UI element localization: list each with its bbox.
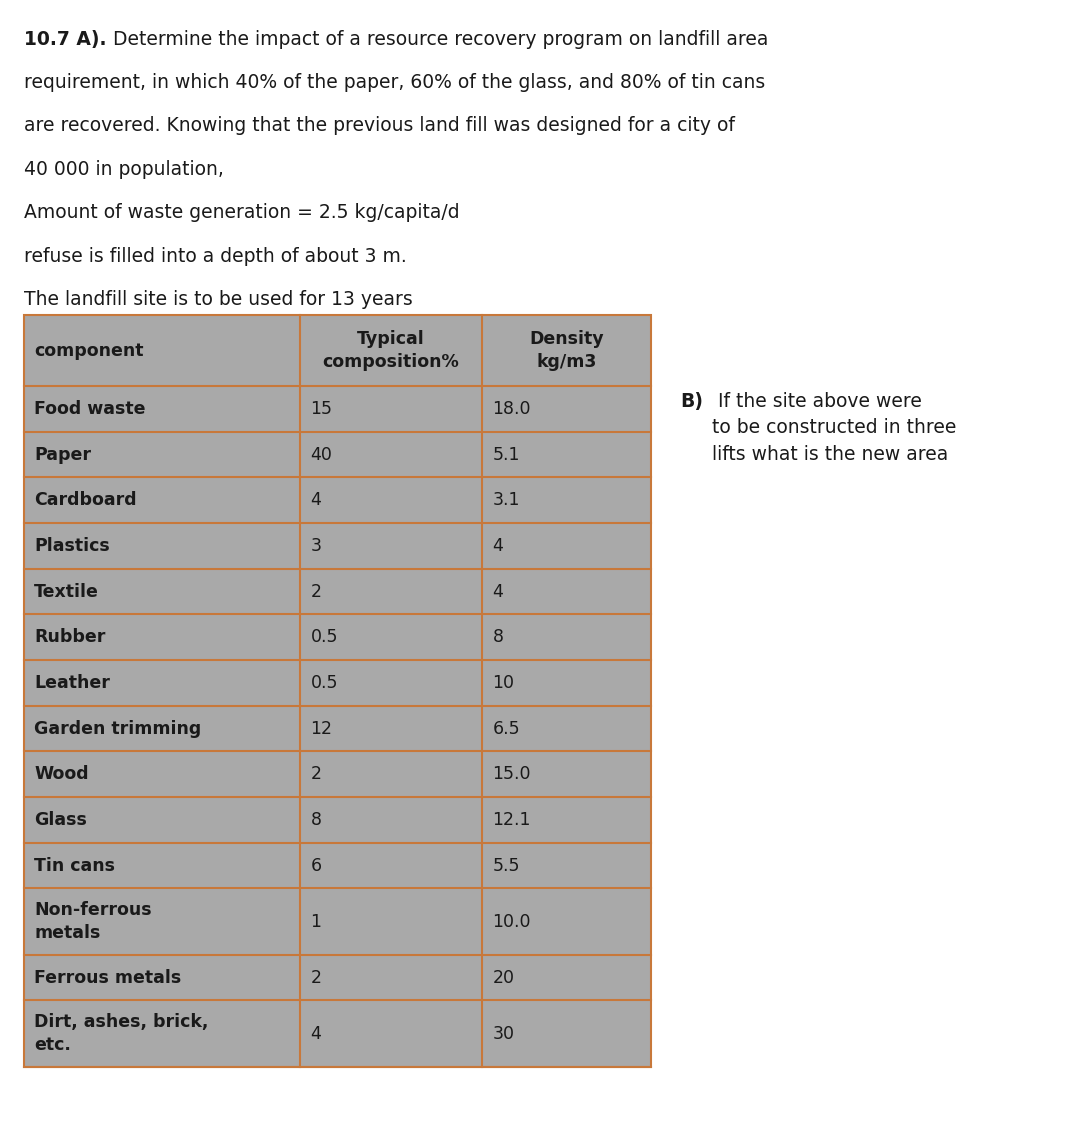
Text: Non-ferrous
metals: Non-ferrous metals [34, 901, 152, 942]
Text: 0.5: 0.5 [311, 628, 338, 646]
Text: 12: 12 [311, 719, 332, 738]
Text: Typical
composition%: Typical composition% [322, 330, 459, 371]
Text: 4: 4 [493, 582, 503, 601]
Text: Amount of waste generation = 2.5 kg/capita/d: Amount of waste generation = 2.5 kg/capi… [24, 203, 459, 223]
Text: Plastics: Plastics [34, 537, 110, 555]
Text: refuse is filled into a depth of about 3 m.: refuse is filled into a depth of about 3… [24, 247, 406, 266]
Text: Rubber: Rubber [34, 628, 106, 646]
Text: 4: 4 [311, 1024, 321, 1043]
Text: 4: 4 [311, 491, 321, 509]
Text: 10.7 A).: 10.7 A). [24, 30, 106, 49]
Text: 0.5: 0.5 [311, 674, 338, 692]
Text: Dirt, ashes, brick,
etc.: Dirt, ashes, brick, etc. [34, 1013, 209, 1054]
Text: Ferrous metals: Ferrous metals [34, 968, 181, 987]
Text: If the site above were
to be constructed in three
lifts what is the new area: If the site above were to be constructed… [712, 392, 956, 464]
Text: 8: 8 [493, 628, 503, 646]
Text: Garden trimming: Garden trimming [34, 719, 201, 738]
Text: 40 000 in population,: 40 000 in population, [24, 160, 224, 179]
Text: Food waste: Food waste [34, 400, 146, 418]
Text: Textile: Textile [34, 582, 100, 601]
Text: 15: 15 [311, 400, 332, 418]
Text: 3.1: 3.1 [493, 491, 519, 509]
Text: requirement, in which 40% of the paper, 60% of the glass, and 80% of tin cans: requirement, in which 40% of the paper, … [24, 73, 765, 93]
Text: 6.5: 6.5 [493, 719, 521, 738]
Text: 4: 4 [493, 537, 503, 555]
Text: 2: 2 [311, 582, 321, 601]
Bar [24, 315, 651, 1067]
Text: Wood: Wood [34, 765, 89, 783]
Text: Determine the impact of a resource recovery program on landfill area: Determine the impact of a resource recov… [107, 30, 769, 49]
Text: 2: 2 [311, 765, 321, 783]
Text: 8: 8 [311, 811, 321, 829]
Text: 30: 30 [493, 1024, 514, 1043]
Text: Cardboard: Cardboard [34, 491, 137, 509]
Text: 18.0: 18.0 [493, 400, 531, 418]
Text: 10.0: 10.0 [493, 912, 531, 931]
Text: 3: 3 [311, 537, 321, 555]
Text: 6: 6 [311, 856, 321, 875]
Text: Leather: Leather [34, 674, 110, 692]
Text: are recovered. Knowing that the previous land fill was designed for a city of: are recovered. Knowing that the previous… [24, 116, 735, 136]
Text: The landfill site is to be used for 13 years: The landfill site is to be used for 13 y… [24, 290, 412, 309]
Text: 5.1: 5.1 [493, 445, 519, 464]
Text: component: component [34, 341, 144, 360]
Text: Tin cans: Tin cans [34, 856, 116, 875]
Text: 20: 20 [493, 968, 514, 987]
Text: Paper: Paper [34, 445, 91, 464]
Text: B): B) [680, 392, 703, 411]
Text: 15.0: 15.0 [493, 765, 531, 783]
Text: 12.1: 12.1 [493, 811, 531, 829]
Text: 5.5: 5.5 [493, 856, 519, 875]
Text: 10: 10 [493, 674, 514, 692]
Text: Glass: Glass [34, 811, 87, 829]
Text: Density
kg/m3: Density kg/m3 [529, 330, 604, 371]
Text: 1: 1 [311, 912, 321, 931]
Text: 2: 2 [311, 968, 321, 987]
Text: 40: 40 [311, 445, 332, 464]
